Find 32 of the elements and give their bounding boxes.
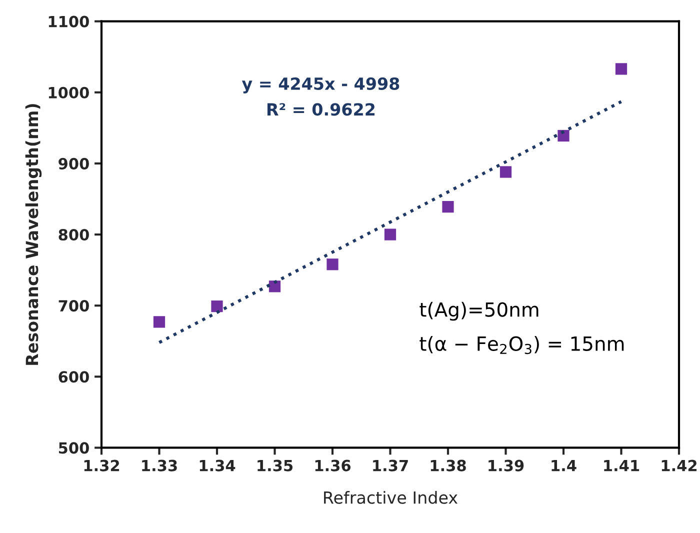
x-tick-label: 1.36 <box>315 460 351 472</box>
x-tick-label: 1.38 <box>430 460 466 472</box>
x-tick-label: 1.34 <box>200 460 236 472</box>
x-tick-label: 1.41 <box>604 460 640 472</box>
y-tick-label: 1000 <box>48 86 89 98</box>
x-tick-label: 1.33 <box>142 460 177 472</box>
y-tick-label: 700 <box>58 300 89 312</box>
annotation: t(Ag)=50nm <box>420 302 538 321</box>
x-tick-label: 1.4 <box>552 460 576 472</box>
point <box>153 316 166 328</box>
point <box>384 228 396 240</box>
y-tick-label: 1100 <box>48 16 89 28</box>
annotation: R² = 0.9622 <box>267 103 375 116</box>
y-tick-label: 800 <box>58 228 89 241</box>
point <box>326 258 338 270</box>
y-tick-label: 500 <box>58 442 89 454</box>
x-tick-label: 1.42 <box>662 460 697 472</box>
annotation: y = 4245x - 4998 <box>242 77 400 94</box>
x-tick-label: 1.39 <box>488 460 524 472</box>
x-axis-title: Refractive Index <box>324 490 458 504</box>
y-tick-label: 600 <box>58 371 89 383</box>
x-tick-label: 1.37 <box>373 460 408 472</box>
point <box>211 300 223 312</box>
point <box>442 200 454 213</box>
y-tick-label: 900 <box>58 158 89 170</box>
point <box>558 130 570 142</box>
y-axis-title: Resonance Wavelength(nm) <box>25 104 42 365</box>
point <box>615 63 628 75</box>
point <box>500 166 512 178</box>
annotation: t(α − Fe$_{2}$O$_{3}$) = 15nm <box>420 336 624 354</box>
x-tick-label: 1.32 <box>84 460 120 472</box>
x-tick-label: 1.35 <box>258 460 293 472</box>
